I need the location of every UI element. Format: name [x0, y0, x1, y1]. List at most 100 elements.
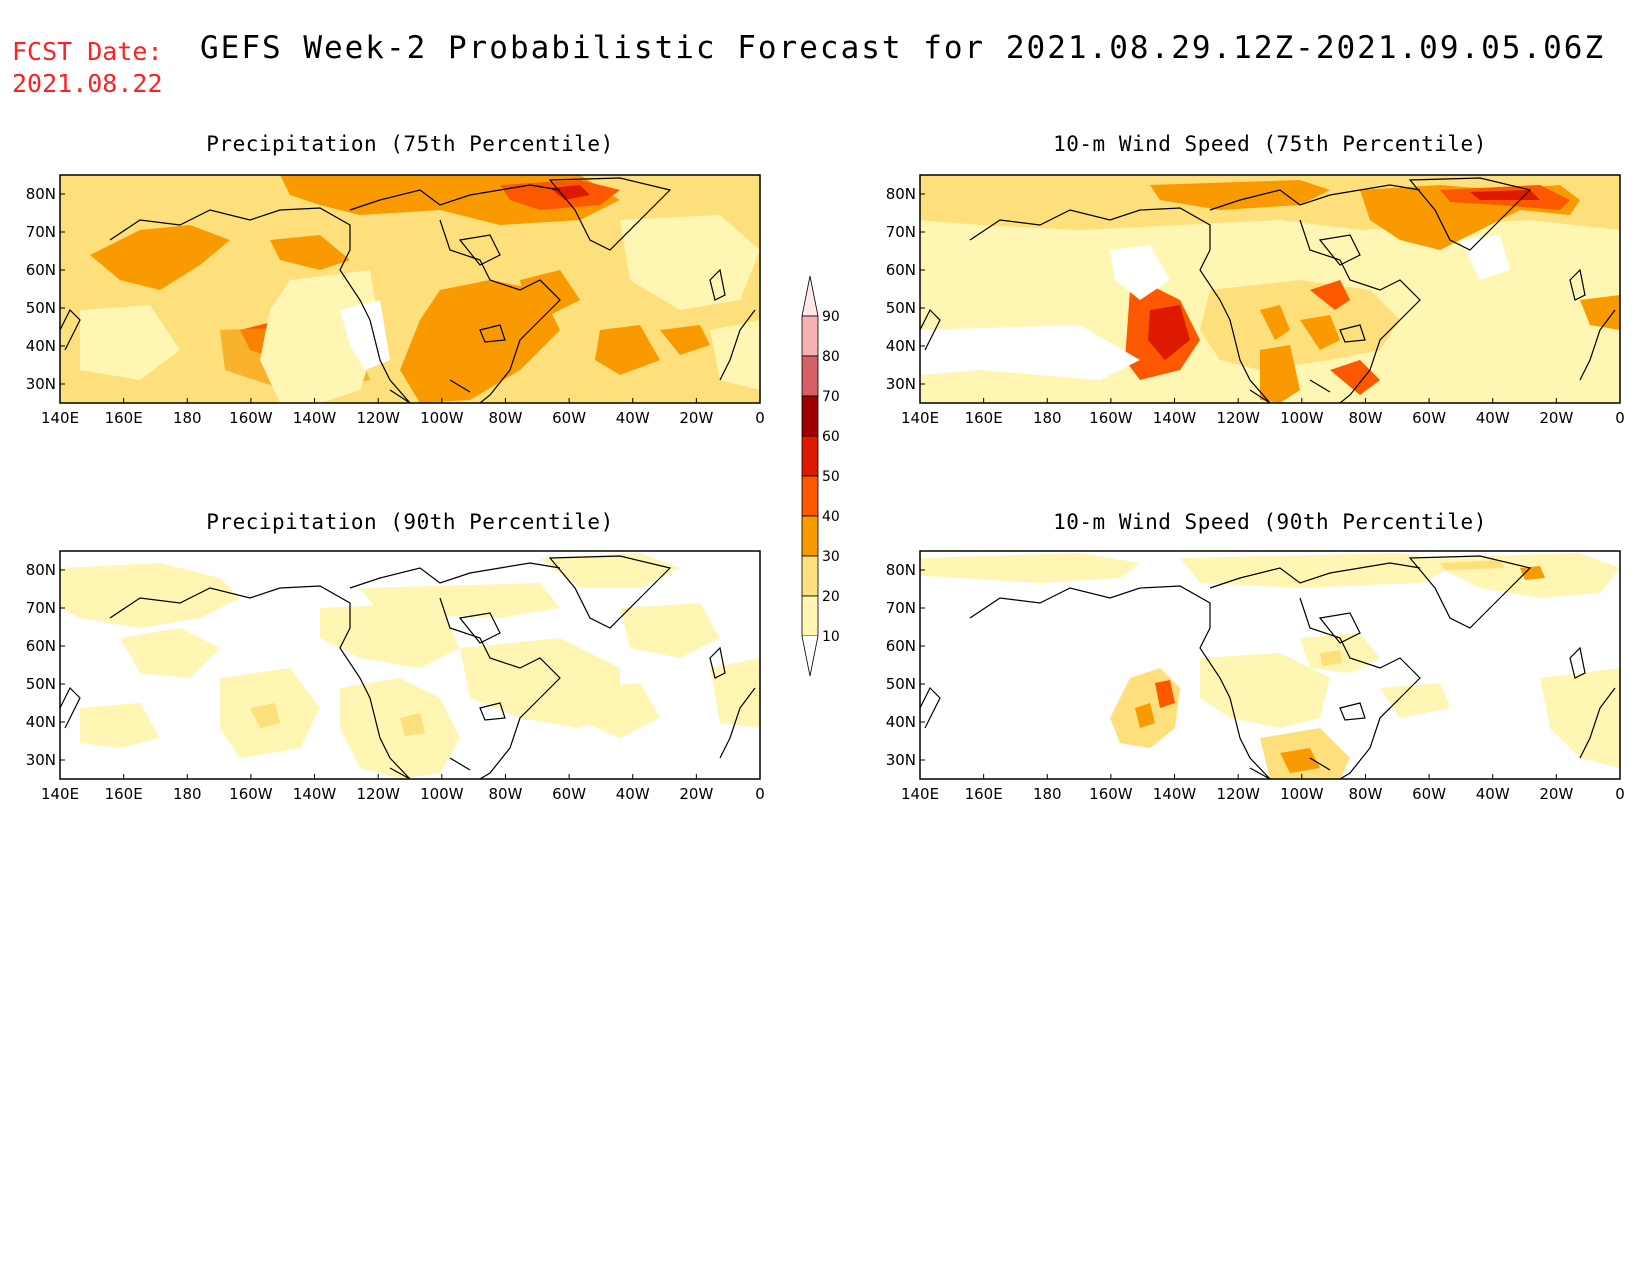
lon-label: 140W [1153, 785, 1197, 803]
lon-label: 120W [356, 409, 400, 427]
lat-label: 80N [26, 185, 56, 203]
lat-label: 50N [26, 675, 56, 693]
lon-label: 120W [1216, 785, 1260, 803]
lat-labels: 80N 70N 60N 50N 40N 30N [26, 185, 65, 393]
lat-label: 50N [886, 299, 916, 317]
colorbar-label: 10 [822, 629, 840, 645]
lon-label: 40W [1476, 785, 1510, 803]
colorbar-box [801, 555, 819, 597]
map-field [60, 175, 760, 403]
lon-label: 160W [229, 409, 273, 427]
lon-label: 160E [105, 785, 143, 803]
lon-label: 160W [1089, 785, 1133, 803]
colorbar-box [801, 395, 819, 437]
colorbar-top-triangle [801, 275, 819, 317]
lat-label: 30N [26, 375, 56, 393]
lon-label: 160W [1089, 409, 1133, 427]
lon-label: 100W [420, 785, 464, 803]
lon-label: 120W [1216, 409, 1260, 427]
lon-label: 160E [965, 785, 1003, 803]
colorbar-label: 30 [822, 549, 840, 565]
lon-label: 180 [1033, 785, 1062, 803]
colorbar-box [801, 515, 819, 557]
lat-label: 40N [886, 713, 916, 731]
lat-label: 60N [26, 637, 56, 655]
lat-label: 70N [26, 599, 56, 617]
lat-label: 80N [886, 185, 916, 203]
panel-wind-75: 10-m Wind Speed (75th Percentile) [880, 130, 1625, 430]
lon-label: 0 [1615, 785, 1625, 803]
forecast-date: FCST Date: 2021.08.22 [12, 36, 163, 100]
colorbar-label: 70 [822, 389, 840, 405]
lat-label: 50N [26, 299, 56, 317]
lon-label: 100W [1280, 785, 1324, 803]
lon-label: 0 [755, 409, 765, 427]
colorbar-box [801, 315, 819, 357]
map-wind-90: 80N 70N 60N 50N 40N 30N 140E 160E 180 160W 140W 12… [886, 550, 1625, 803]
coastlines [919, 555, 1616, 780]
lat-label: 70N [886, 223, 916, 241]
panel-title: Precipitation (90th Percentile) [206, 510, 614, 534]
lon-label: 40W [1476, 409, 1510, 427]
lat-label: 40N [26, 713, 56, 731]
colorbar-box [801, 355, 819, 397]
lon-label: 40W [616, 409, 650, 427]
map-field [920, 175, 1620, 403]
lat-label: 70N [886, 599, 916, 617]
lat-label: 50N [886, 675, 916, 693]
lon-label: 80W [1348, 785, 1382, 803]
colorbar-label: 20 [822, 589, 840, 605]
panel-title: 10-m Wind Speed (75th Percentile) [1053, 132, 1487, 156]
colorbar-label: 80 [822, 349, 840, 365]
lon-label: 60W [552, 409, 586, 427]
lat-label: 60N [886, 637, 916, 655]
coastlines [59, 555, 756, 780]
lat-label: 40N [886, 337, 916, 355]
map-frame [59, 550, 761, 780]
lat-labels: 80N 70N 60N 50N 40N 30N [886, 561, 925, 769]
lon-label: 20W [679, 409, 713, 427]
lon-label: 140W [1153, 409, 1197, 427]
colorbar-label: 60 [822, 429, 840, 445]
lon-label: 140W [293, 785, 337, 803]
page-title: GEFS Week-2 Probabilistic Forecast for 2… [200, 30, 1606, 66]
lon-label: 20W [1539, 785, 1573, 803]
lon-label: 160E [105, 409, 143, 427]
lon-label: 60W [1412, 409, 1446, 427]
lat-label: 30N [886, 751, 916, 769]
map-frame [59, 174, 761, 404]
lat-label: 30N [26, 751, 56, 769]
lon-label: 0 [755, 785, 765, 803]
map-field [60, 551, 760, 779]
lat-labels: 80N 70N 60N 50N 40N 30N [26, 561, 65, 769]
lon-label: 80W [488, 785, 522, 803]
forecast-date-label: FCST Date: [12, 37, 163, 66]
lon-label: 20W [679, 785, 713, 803]
lon-label: 60W [552, 785, 586, 803]
lon-label: 140E [901, 785, 939, 803]
lon-label: 140E [41, 409, 79, 427]
colorbar-boxes [801, 275, 819, 677]
panel-precip-75: Precipitation (75th Percentile) [20, 130, 765, 430]
map-frame [919, 550, 1621, 780]
map-precip-90: 80N 70N 60N 50N 40N 30N 140E 160E 180 160W 140W 12… [26, 550, 765, 803]
lon-labels: 140E 160E 180 160W 140W 120W 100W 80W 60W 40W 20W 0 [901, 398, 1625, 427]
lon-label: 0 [1615, 409, 1625, 427]
lon-label: 140W [293, 409, 337, 427]
lon-label: 180 [173, 409, 202, 427]
colorbar-label: 40 [822, 509, 840, 525]
lon-label: 160W [229, 785, 273, 803]
lat-label: 40N [26, 337, 56, 355]
colorbar-box [801, 435, 819, 477]
lon-label: 20W [1539, 409, 1573, 427]
coastlines [59, 177, 756, 404]
colorbar-box [801, 475, 819, 517]
lon-label: 140E [901, 409, 939, 427]
panel-title: 10-m Wind Speed (90th Percentile) [1053, 510, 1487, 534]
panel-precip-90: Precipitation (90th Percentile) [20, 508, 765, 808]
lat-labels: 80N 70N 60N 50N 40N 30N [886, 185, 925, 393]
map-frame [919, 174, 1621, 404]
lon-label: 40W [616, 785, 650, 803]
lon-label: 80W [1348, 409, 1382, 427]
lon-label: 120W [356, 785, 400, 803]
